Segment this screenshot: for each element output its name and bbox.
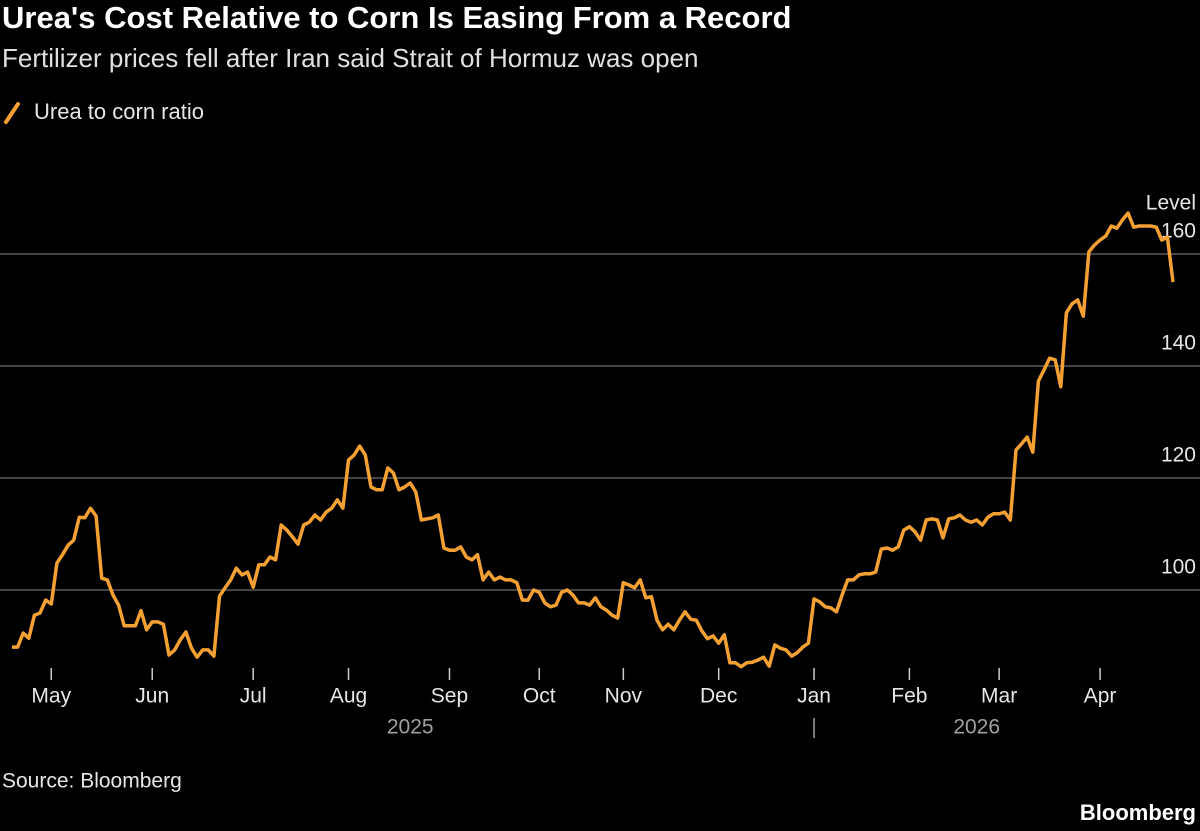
legend-icon — [4, 102, 20, 124]
x-tick-label: Aug — [330, 685, 367, 708]
year-label: 2026 — [953, 716, 1000, 739]
x-tick-label: Nov — [605, 685, 643, 708]
x-tick-label: Mar — [981, 685, 1017, 708]
year-label: 2025 — [387, 716, 434, 739]
x-tick-label: Jul — [240, 685, 267, 708]
x-tick-label: Jan — [797, 685, 831, 708]
y-tick-label: 120 — [1161, 444, 1196, 467]
x-tick-label: Oct — [523, 685, 556, 708]
y-tick-label: 140 — [1161, 332, 1196, 355]
series-line — [12, 211, 1175, 669]
x-tick-label: Jun — [135, 685, 169, 708]
y-tick-label: 100 — [1161, 556, 1196, 579]
chart-title: Urea's Cost Relative to Corn Is Easing F… — [2, 0, 791, 35]
x-tick-label: Apr — [1084, 685, 1117, 708]
x-tick-label: Sep — [431, 685, 468, 708]
source: Source: Bloomberg — [2, 770, 182, 793]
legend-label: Urea to corn ratio — [34, 99, 204, 124]
x-tick-label: May — [31, 685, 71, 708]
x-tick-label: Dec — [700, 685, 737, 708]
brand: Bloomberg — [1080, 800, 1196, 825]
x-tick-label: Feb — [891, 685, 927, 708]
y-axis-label: Level — [1146, 192, 1196, 215]
y-tick-label: 160 — [1161, 220, 1196, 243]
chart-subtitle: Fertilizer prices fell after Iran said S… — [2, 43, 698, 73]
